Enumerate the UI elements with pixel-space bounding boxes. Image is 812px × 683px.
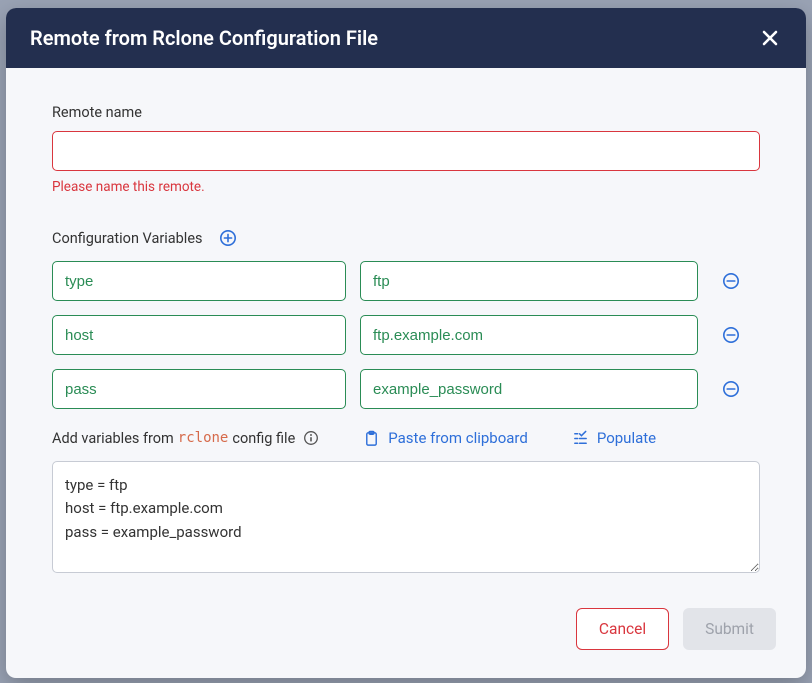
remote-name-input[interactable]	[52, 131, 760, 171]
config-var-value-input[interactable]	[360, 261, 698, 301]
modal-footer: Cancel Submit	[6, 588, 806, 678]
remote-name-label: Remote name	[52, 104, 760, 121]
populate-label: Populate	[597, 429, 656, 447]
config-var-row	[52, 315, 760, 355]
minus-circle-icon	[722, 326, 740, 344]
add-variable-button[interactable]	[219, 229, 237, 247]
remote-name-error: Please name this remote.	[52, 179, 760, 195]
config-vars-header: Configuration Variables	[52, 229, 760, 247]
remove-variable-button[interactable]	[720, 378, 742, 400]
submit-button[interactable]: Submit	[683, 608, 776, 650]
config-file-textarea[interactable]	[52, 461, 760, 573]
helper-suffix: config file	[232, 430, 295, 447]
helper-code: rclone	[178, 430, 229, 446]
paste-label: Paste from clipboard	[388, 429, 528, 447]
paste-from-clipboard-button[interactable]: Paste from clipboard	[363, 429, 528, 447]
close-button[interactable]	[758, 26, 782, 50]
info-button[interactable]	[303, 430, 319, 446]
populate-button[interactable]: Populate	[572, 429, 656, 447]
minus-circle-icon	[722, 272, 740, 290]
remove-variable-button[interactable]	[720, 324, 742, 346]
modal-body: Remote name Please name this remote. Con…	[6, 68, 806, 588]
helper-row: Add variables from rclone config file Pa…	[52, 429, 760, 447]
config-var-row	[52, 369, 760, 409]
config-var-value-input[interactable]	[360, 369, 698, 409]
minus-circle-icon	[722, 380, 740, 398]
cancel-button[interactable]: Cancel	[576, 608, 669, 650]
close-icon	[762, 30, 778, 46]
modal-dialog: Remote from Rclone Configuration File Re…	[6, 8, 806, 678]
modal-title: Remote from Rclone Configuration File	[30, 26, 378, 50]
info-icon	[303, 430, 319, 446]
modal-header: Remote from Rclone Configuration File	[6, 8, 806, 68]
config-var-value-input[interactable]	[360, 315, 698, 355]
config-var-key-input[interactable]	[52, 369, 346, 409]
remove-variable-button[interactable]	[720, 270, 742, 292]
populate-icon	[572, 430, 589, 447]
helper-text: Add variables from rclone config file	[52, 430, 319, 447]
config-var-key-input[interactable]	[52, 261, 346, 301]
clipboard-icon	[363, 430, 380, 447]
config-vars-label: Configuration Variables	[52, 230, 203, 247]
config-var-key-input[interactable]	[52, 315, 346, 355]
config-var-rows	[52, 261, 760, 409]
plus-circle-icon	[219, 229, 237, 247]
config-var-row	[52, 261, 760, 301]
helper-prefix: Add variables from	[52, 430, 174, 447]
